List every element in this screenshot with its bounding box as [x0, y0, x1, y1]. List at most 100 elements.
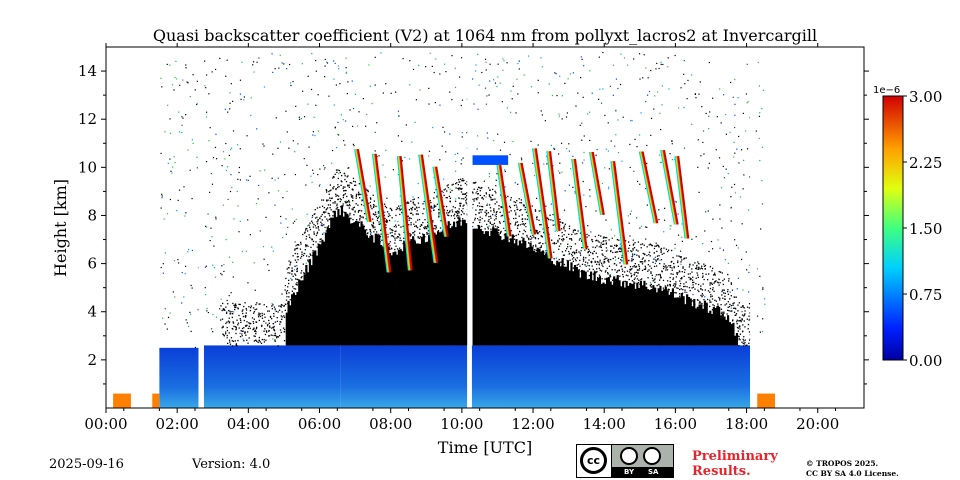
noise-speck	[408, 217, 410, 219]
dense-column	[732, 322, 735, 346]
noise-speck	[451, 98, 453, 101]
dense-speck	[625, 274, 628, 276]
noise-speck	[322, 165, 325, 167]
dense-column	[662, 289, 666, 346]
dense-column	[424, 242, 427, 346]
dense-speck	[658, 284, 660, 286]
dense-speck	[233, 304, 235, 307]
noise-speck	[718, 157, 721, 159]
dense-speck	[460, 188, 462, 190]
dense-speck	[586, 236, 588, 238]
dense-speck	[679, 282, 682, 285]
noise-speck	[441, 145, 443, 147]
dense-column	[721, 313, 724, 346]
dense-speck	[624, 280, 627, 283]
noise-speck	[374, 131, 376, 134]
dense-speck	[523, 224, 526, 226]
noise-speck	[504, 169, 506, 171]
dense-speck	[460, 213, 463, 216]
noise-speck	[237, 144, 239, 146]
dense-column	[495, 228, 498, 346]
noise-speck	[580, 250, 582, 252]
dense-speck	[283, 315, 285, 317]
dense-speck	[237, 322, 240, 324]
noise-speck	[761, 203, 764, 205]
dense-speck	[518, 215, 520, 217]
dense-speck	[493, 211, 495, 213]
dense-speck	[228, 317, 230, 319]
noise-speck	[242, 338, 244, 340]
dense-column	[285, 312, 288, 346]
dense-speck	[224, 309, 226, 312]
noise-speck	[334, 126, 336, 128]
noise-speck	[263, 86, 266, 88]
dense-speck	[389, 248, 391, 251]
dense-column	[659, 285, 662, 346]
dense-speck	[405, 202, 408, 204]
noise-speck	[451, 55, 453, 57]
dense-speck	[599, 259, 601, 261]
dense-speck	[705, 273, 707, 275]
dense-speck	[673, 267, 675, 269]
dense-speck	[704, 268, 706, 270]
dense-speck	[425, 228, 428, 230]
noise-speck	[397, 221, 399, 223]
dense-speck	[536, 216, 538, 218]
dense-speck	[414, 208, 416, 210]
dense-speck	[461, 180, 463, 182]
dense-speck	[687, 273, 689, 275]
x-tick-label: 00:00	[84, 415, 127, 433]
dense-speck	[591, 239, 593, 241]
dense-speck	[261, 314, 264, 317]
noise-speck	[645, 238, 647, 240]
dense-speck	[632, 249, 634, 251]
dense-column	[694, 308, 698, 346]
dense-speck	[253, 335, 255, 337]
dense-speck	[542, 242, 544, 245]
noise-speck	[387, 233, 389, 235]
dense-speck	[296, 282, 298, 284]
dense-speck	[598, 274, 601, 276]
noise-speck	[303, 158, 305, 160]
noise-speck	[691, 74, 693, 76]
dense-speck	[667, 288, 669, 290]
dense-speck	[403, 237, 405, 239]
dense-speck	[235, 344, 237, 346]
dense-speck	[354, 221, 357, 223]
dense-speck	[595, 263, 598, 266]
dense-speck	[379, 241, 381, 243]
dense-speck	[596, 239, 598, 241]
dense-speck	[456, 221, 458, 224]
dense-speck	[682, 267, 684, 269]
noise-speck	[249, 175, 251, 177]
dense-speck	[707, 290, 710, 292]
noise-speck	[614, 259, 617, 261]
dense-speck	[683, 283, 685, 285]
dense-speck	[521, 220, 524, 223]
noise-speck	[449, 133, 451, 135]
dense-speck	[302, 233, 304, 236]
dense-speck	[343, 211, 345, 214]
dense-column	[609, 281, 612, 346]
dense-column	[381, 246, 384, 346]
dense-speck	[255, 328, 258, 330]
dense-column	[677, 297, 680, 346]
dense-speck	[310, 246, 312, 249]
dense-speck	[678, 270, 681, 272]
dense-speck	[522, 233, 524, 235]
dense-speck	[274, 308, 276, 310]
dense-speck	[653, 265, 656, 268]
dense-speck	[647, 263, 650, 266]
noise-speck	[213, 245, 215, 247]
dense-speck	[638, 265, 640, 268]
dense-speck	[234, 306, 236, 308]
dense-speck	[414, 230, 416, 233]
dense-speck	[436, 195, 438, 197]
dense-speck	[496, 210, 498, 213]
dense-speck	[534, 209, 537, 211]
noise-speck	[271, 53, 273, 55]
noise-speck	[435, 58, 437, 60]
dense-speck	[335, 195, 337, 197]
noise-speck	[228, 256, 231, 258]
noise-speck	[619, 247, 621, 249]
